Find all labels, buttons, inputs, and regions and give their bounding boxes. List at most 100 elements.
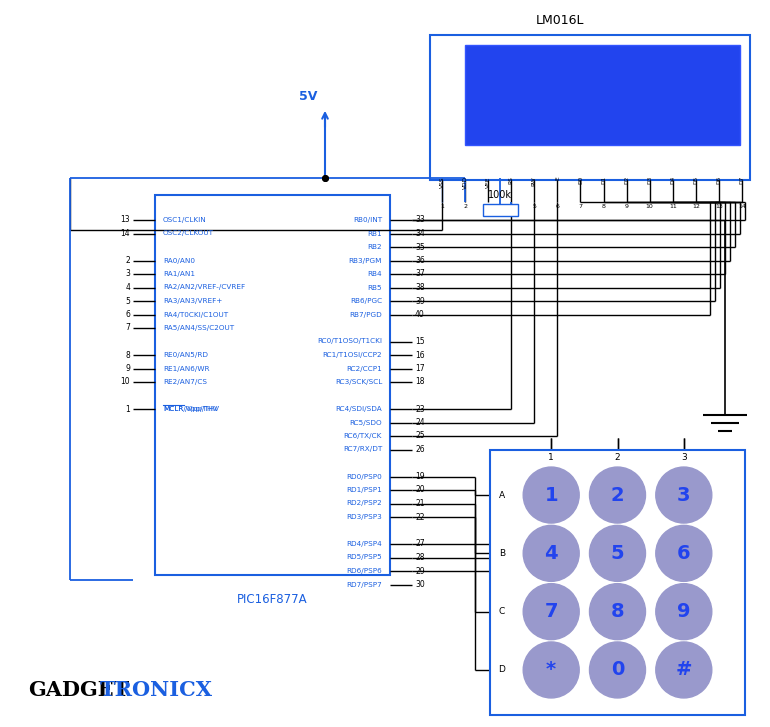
Text: 35: 35 (415, 243, 425, 252)
Text: 11: 11 (669, 204, 677, 209)
Text: RC4/SDI/SDA: RC4/SDI/SDA (335, 406, 382, 412)
Text: 7: 7 (544, 602, 558, 621)
Text: 19: 19 (415, 472, 424, 481)
Text: 10: 10 (120, 377, 130, 387)
Text: MCLR: MCLR (163, 406, 183, 412)
Text: 14: 14 (738, 204, 746, 209)
Text: RB4: RB4 (367, 271, 382, 277)
Text: RC0/T1OSO/T1CKI: RC0/T1OSO/T1CKI (317, 339, 382, 345)
Text: RB2: RB2 (367, 244, 382, 250)
Text: B: B (499, 549, 505, 558)
Text: A: A (499, 491, 505, 499)
Text: OSC1/CLKIN: OSC1/CLKIN (163, 217, 207, 223)
Text: 9: 9 (624, 204, 628, 209)
Text: 2: 2 (614, 454, 621, 462)
Text: 29: 29 (415, 566, 424, 576)
Text: 40: 40 (415, 310, 425, 319)
Text: RC2/CCP1: RC2/CCP1 (346, 366, 382, 371)
Text: RB3/PGM: RB3/PGM (349, 257, 382, 263)
Text: RD7/PSP7: RD7/PSP7 (346, 582, 382, 587)
Text: RC5/SDO: RC5/SDO (350, 419, 382, 425)
Bar (430, 35, 750, 180)
Text: 4: 4 (125, 283, 130, 292)
Text: 1: 1 (440, 204, 444, 209)
Text: 39: 39 (415, 297, 425, 305)
Text: 8: 8 (601, 204, 605, 209)
Bar (465, 45, 740, 145)
Text: RD0/PSP0: RD0/PSP0 (346, 473, 382, 480)
Text: RA0/AN0: RA0/AN0 (163, 257, 195, 263)
Text: 2: 2 (611, 486, 624, 505)
Text: RD4/PSP4: RD4/PSP4 (346, 541, 382, 547)
Circle shape (523, 584, 579, 640)
Text: D: D (498, 665, 505, 675)
Text: 15: 15 (415, 337, 424, 346)
Text: LM016L: LM016L (536, 14, 584, 27)
Text: RA5/AN4/SS/C2OUT: RA5/AN4/SS/C2OUT (163, 325, 234, 331)
Text: 13: 13 (715, 204, 723, 209)
Text: 14: 14 (120, 229, 130, 238)
Text: 6: 6 (555, 204, 559, 209)
Text: 18: 18 (415, 377, 424, 387)
Text: PIC16F877A: PIC16F877A (237, 593, 308, 606)
Circle shape (656, 642, 711, 698)
Text: #: # (675, 660, 692, 680)
Text: 5: 5 (611, 544, 624, 563)
Text: RE0/AN5/RD: RE0/AN5/RD (163, 352, 208, 358)
Text: 30: 30 (415, 580, 425, 589)
Text: D2: D2 (624, 176, 629, 184)
Text: RB1: RB1 (367, 230, 382, 236)
Circle shape (656, 526, 711, 582)
Text: 3: 3 (681, 454, 687, 462)
Text: RC1/T1OSI/CCP2: RC1/T1OSI/CCP2 (323, 352, 382, 358)
Bar (155, 195, 390, 575)
Text: 12: 12 (692, 204, 700, 209)
Text: RA3/AN3/VREF+: RA3/AN3/VREF+ (163, 298, 223, 304)
Circle shape (590, 526, 645, 582)
Text: 23: 23 (415, 404, 424, 414)
Text: 20: 20 (415, 486, 424, 494)
Text: TRONICX: TRONICX (100, 680, 213, 700)
Text: RC7/RX/DT: RC7/RX/DT (343, 446, 382, 452)
Text: D0: D0 (578, 176, 583, 184)
Text: E: E (555, 176, 560, 180)
Circle shape (523, 467, 579, 523)
Text: 13: 13 (120, 215, 130, 225)
Circle shape (590, 584, 645, 640)
Text: 3: 3 (677, 486, 691, 505)
Text: VDD: VDD (463, 176, 467, 189)
Text: 100k: 100k (488, 190, 512, 200)
Text: 10: 10 (646, 204, 654, 209)
Text: 24: 24 (415, 418, 424, 427)
Text: 4: 4 (509, 204, 514, 209)
Text: RD2/PSP2: RD2/PSP2 (346, 500, 382, 507)
Text: D3: D3 (648, 176, 652, 184)
Text: 2: 2 (126, 256, 130, 265)
Text: D6: D6 (716, 176, 721, 184)
Text: MCLR/Vpp/THV: MCLR/Vpp/THV (163, 406, 217, 412)
Bar (483, 204, 518, 216)
Circle shape (590, 467, 645, 523)
Text: D5: D5 (693, 176, 698, 184)
Text: 5: 5 (125, 297, 130, 305)
Text: 8: 8 (126, 350, 130, 359)
Text: 6: 6 (125, 310, 130, 319)
Text: 37: 37 (415, 270, 425, 278)
Text: RB7/PGD: RB7/PGD (350, 311, 382, 318)
Text: 3: 3 (125, 270, 130, 278)
Text: D7: D7 (739, 176, 745, 184)
Text: 3: 3 (486, 204, 490, 209)
Circle shape (656, 467, 711, 523)
Text: RE2/AN7/CS: RE2/AN7/CS (163, 379, 207, 385)
Circle shape (523, 526, 579, 582)
Text: 33: 33 (415, 215, 425, 225)
Text: RD1/PSP1: RD1/PSP1 (346, 487, 382, 493)
Text: C: C (499, 607, 505, 616)
Text: D1: D1 (601, 176, 606, 184)
Text: RC3/SCK/SCL: RC3/SCK/SCL (335, 379, 382, 385)
Text: 7: 7 (578, 204, 582, 209)
Text: 5: 5 (532, 204, 536, 209)
Text: 1: 1 (544, 486, 558, 505)
Text: D4: D4 (670, 176, 675, 184)
Text: RD3/PSP3: RD3/PSP3 (346, 514, 382, 520)
